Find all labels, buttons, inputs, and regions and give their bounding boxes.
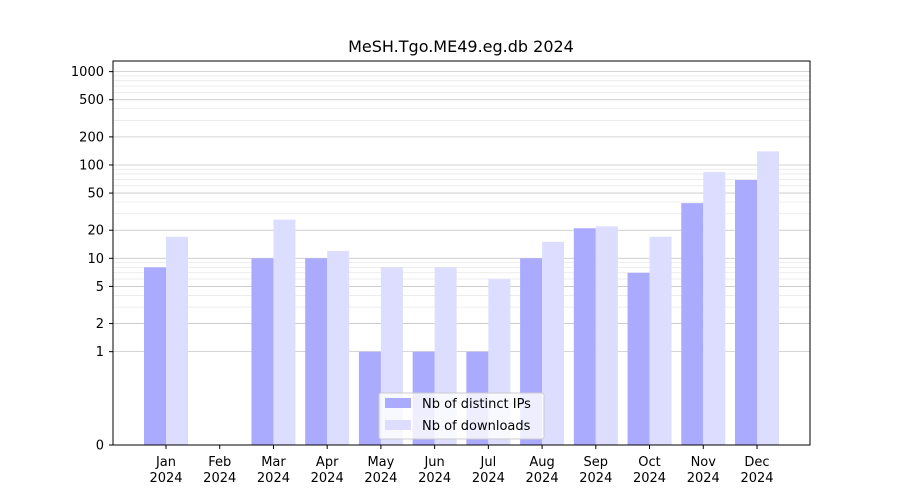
x-tick-label-year: 2024 <box>364 471 397 486</box>
y-tick-label: 0 <box>96 439 104 454</box>
bar-distinct-ips-mar <box>251 258 274 445</box>
bar-distinct-ips-jan <box>144 267 166 445</box>
x-tick-label-month: Jul <box>480 455 497 470</box>
x-tick-label-month: Sep <box>584 455 609 470</box>
bar-downloads-nov <box>703 172 726 445</box>
legend-swatch-distinct-ips <box>385 398 411 408</box>
x-tick-label-year: 2024 <box>579 471 612 486</box>
x-tick-label-year: 2024 <box>418 471 451 486</box>
y-tick-label: 20 <box>87 224 104 239</box>
legend-swatch-downloads <box>385 420 411 430</box>
legend-label-distinct-ips: Nb of distinct IPs <box>422 397 531 412</box>
y-tick-label: 1000 <box>71 65 104 80</box>
bar-distinct-ips-nov <box>681 203 704 445</box>
x-tick-label-year: 2024 <box>149 471 182 486</box>
x-tick-label-month: Mar <box>261 455 286 470</box>
y-tick-label: 5 <box>96 280 104 295</box>
x-tick-label-month: Dec <box>744 455 769 470</box>
x-axis: Jan2024Feb2024Mar2024Apr2024May2024Jun20… <box>149 445 774 486</box>
bar-downloads-dec <box>757 151 779 445</box>
x-tick-label-month: Nov <box>691 455 717 470</box>
x-tick-label-year: 2024 <box>633 471 666 486</box>
bar-distinct-ips-apr <box>305 258 328 445</box>
bar-downloads-sep <box>595 226 618 445</box>
y-tick-label: 500 <box>79 93 104 108</box>
x-tick-label-year: 2024 <box>526 471 559 486</box>
bar-distinct-ips-sep <box>573 228 596 445</box>
bar-downloads-apr <box>327 250 350 445</box>
x-tick-label-year: 2024 <box>472 471 505 486</box>
x-tick-label-year: 2024 <box>203 471 236 486</box>
y-tick-label: 2 <box>96 317 104 332</box>
chart-title: MeSH.Tgo.ME49.eg.db 2024 <box>348 37 574 56</box>
x-tick-label-month: Aug <box>529 455 554 470</box>
x-tick-label-year: 2024 <box>257 471 290 486</box>
x-tick-label-month: Jan <box>155 455 176 470</box>
bars <box>144 151 779 445</box>
bar-downloads-aug <box>542 241 565 445</box>
y-axis: 0 1 2 5 10 20 50 100 200 500 1000 <box>71 65 113 454</box>
bar-distinct-ips-may <box>358 351 381 445</box>
bar-distinct-ips-oct <box>627 272 650 445</box>
x-tick-label-month: Oct <box>638 455 660 470</box>
legend-box <box>378 392 545 440</box>
y-tick-label: 100 <box>79 158 104 173</box>
x-tick-label-month: Jun <box>423 455 444 470</box>
y-tick-label: 200 <box>79 130 104 145</box>
bar-downloads-oct <box>649 236 672 445</box>
bar-downloads-jan <box>166 236 188 445</box>
plot-frame <box>112 60 811 446</box>
x-tick-label-year: 2024 <box>740 471 773 486</box>
x-tick-label-year: 2024 <box>311 471 344 486</box>
y-tick-label: 1 <box>96 345 104 360</box>
y-tick-label: 10 <box>87 252 104 267</box>
bar-distinct-ips-dec <box>735 180 757 445</box>
x-tick-label-month: Feb <box>208 455 231 470</box>
bar-downloads-mar <box>273 219 296 445</box>
x-tick-label-month: May <box>367 455 394 470</box>
x-tick-label-month: Apr <box>316 455 339 470</box>
legend-label-downloads: Nb of downloads <box>422 419 531 434</box>
x-tick-label-year: 2024 <box>687 471 720 486</box>
y-tick-label: 50 <box>87 187 104 202</box>
legend: Nb of distinct IPs Nb of downloads <box>378 392 545 440</box>
